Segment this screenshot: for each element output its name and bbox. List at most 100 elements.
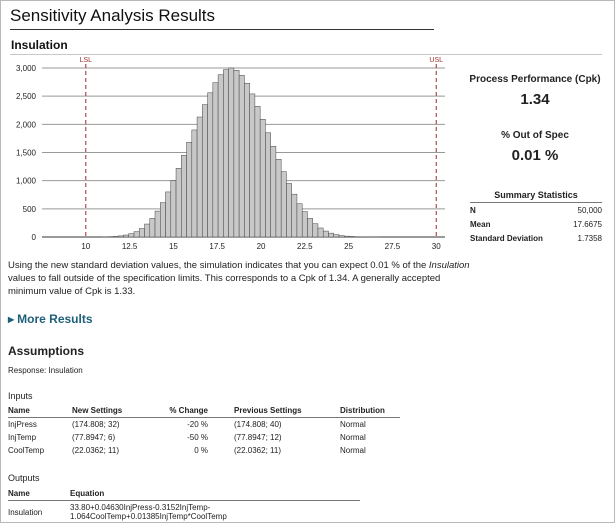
x-tick-label: 25 <box>344 242 353 251</box>
interpretation-part-1: Using the new standard deviation values,… <box>8 260 429 271</box>
section-divider <box>10 54 602 55</box>
histogram-bar <box>160 202 166 238</box>
more-results-toggle[interactable]: ▶ More Results <box>8 312 93 326</box>
out-of-spec-value: 0.01 % <box>511 147 559 164</box>
equation-cell: 33.80+0.04630InjPress-0.3152InjTemp-1.06… <box>70 503 227 521</box>
histogram-bar <box>270 146 277 238</box>
table-cell: -20 % <box>187 420 208 429</box>
summary-row: N 50,000 <box>470 206 602 220</box>
histogram-bar <box>259 119 266 238</box>
histogram-bar <box>344 235 350 238</box>
table-cell: InjPress <box>8 420 37 429</box>
histogram-bar <box>138 228 145 238</box>
histogram-bar <box>181 155 187 238</box>
histogram-bar <box>322 230 329 238</box>
page-title: Sensitivity Analysis Results <box>10 6 216 25</box>
histogram-bar <box>286 183 292 238</box>
histogram-bar <box>238 75 245 238</box>
table-cell: Normal <box>340 433 366 442</box>
spec-limit-label: USL <box>429 57 443 64</box>
section-title: Insulation <box>11 38 68 52</box>
interpretation-part-2: values to fall outside of the specificat… <box>8 273 441 297</box>
table-cell: (77.8947; 12) <box>234 433 282 442</box>
histogram-bar <box>144 223 151 238</box>
summary-row: Mean 17.6675 <box>470 220 602 234</box>
out-of-spec-label: % Out of Spec <box>501 130 569 141</box>
histogram-bar <box>249 93 256 238</box>
histogram-bar <box>170 180 177 238</box>
table-cell: -50 % <box>187 433 208 442</box>
summary-value: 17.6675 <box>573 220 602 229</box>
histogram-bar <box>233 70 240 238</box>
x-tick-label: 27.5 <box>385 242 401 251</box>
histogram-bar <box>301 211 308 238</box>
column-header: Name <box>8 405 72 418</box>
histogram-bar <box>228 67 235 238</box>
histogram-bar <box>123 234 129 238</box>
histogram-bar <box>217 74 224 238</box>
x-tick-label: 20 <box>257 242 266 251</box>
column-header: Distribution <box>340 405 400 418</box>
table-cell: (174.808; 32) <box>72 420 120 429</box>
summary-statistics: Summary Statistics N 50,000 Mean 17.6675… <box>470 190 602 248</box>
histogram-bar <box>244 82 250 238</box>
histogram-bar <box>191 129 198 238</box>
x-tick-label: 12.5 <box>122 242 138 251</box>
table-row: InjTemp (77.8947; 6) -50 % (77.8947; 12)… <box>8 431 400 444</box>
x-tick-label: 30 <box>432 242 441 251</box>
cpk-label: Process Performance (Cpk) <box>469 74 601 85</box>
table-cell: Normal <box>340 420 366 429</box>
x-tick-label: 22.5 <box>297 242 313 251</box>
histogram-bar <box>186 142 193 238</box>
metrics-panel: Process Performance (Cpk) 1.34 % Out of … <box>465 74 605 164</box>
histogram-bar <box>333 234 340 238</box>
summary-value: 1.7358 <box>577 234 602 243</box>
histogram-bar <box>133 231 140 238</box>
table-row: CoolTemp (22.0362; 11) 0 % (22.0362; 11)… <box>8 444 400 457</box>
table-cell: CoolTemp <box>8 446 45 455</box>
histogram-bar <box>312 223 319 238</box>
histogram-bar <box>196 116 203 238</box>
histogram-bar <box>202 104 208 238</box>
outputs-table: Name Equation Insulation 33.80+0.04630In… <box>8 488 360 521</box>
histogram-bar <box>328 232 334 238</box>
histogram-bar <box>291 193 298 238</box>
table-cell: (22.0362; 11) <box>72 446 119 455</box>
table-header-row: Name Equation <box>8 488 360 501</box>
table-cell: Normal <box>340 446 366 455</box>
inputs-heading: Inputs <box>8 391 33 401</box>
response-label: Response: Insulation <box>8 366 83 375</box>
histogram-bar <box>254 106 261 238</box>
y-tick-label: 1,000 <box>16 177 37 186</box>
column-header: Previous Settings <box>208 405 340 418</box>
table-cell: (174.808; 40) <box>234 420 282 429</box>
y-tick-label: 2,000 <box>16 120 37 129</box>
histogram-bar <box>154 210 161 238</box>
cpk-value: 1.34 <box>520 91 550 108</box>
outputs-heading: Outputs <box>8 473 40 483</box>
column-header: New Settings <box>72 405 150 418</box>
interpretation-response-name: Insulation <box>428 260 470 271</box>
x-tick-label: 17.5 <box>209 242 225 251</box>
histogram-bar <box>128 233 135 238</box>
histogram-bar <box>307 218 313 238</box>
histogram-bar <box>207 92 214 238</box>
histogram-bar <box>165 191 172 238</box>
interpretation-text: Using the new standard deviation values,… <box>8 259 470 298</box>
histogram-bar <box>112 236 119 238</box>
summary-label: Standard Deviation <box>470 234 543 243</box>
summary-label: N <box>470 206 476 215</box>
histogram-bar <box>117 235 124 238</box>
table-row: InjPress (174.808; 32) -20 % (174.808; 4… <box>8 418 400 432</box>
table-cell: 0 % <box>194 446 208 455</box>
column-header: Name <box>8 488 70 501</box>
title-divider <box>10 29 434 30</box>
table-row: Insulation 33.80+0.04630InjPress-0.3152I… <box>8 501 360 521</box>
table-cell: Insulation <box>8 507 43 517</box>
histogram-chart: 0 500 1,000 1,500 2,000 2,500 3,000 10 12.5 15 17.… <box>16 57 445 251</box>
more-results-label: More Results <box>17 312 93 326</box>
histogram-bar <box>275 159 282 238</box>
x-tick-label: 15 <box>169 242 178 251</box>
spec-limit-label: LSL <box>80 57 93 64</box>
x-tick-label: 10 <box>81 242 90 251</box>
